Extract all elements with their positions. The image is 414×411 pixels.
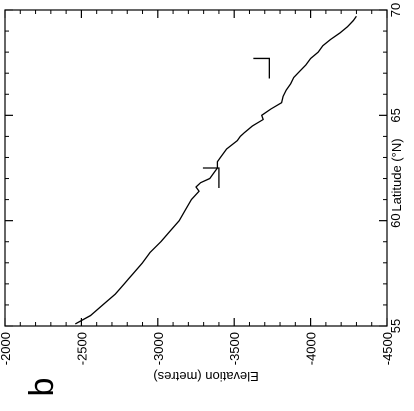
panel-label: b: [23, 378, 61, 397]
bracket-marker: [253, 57, 270, 79]
tick-labels: 55 60 65 70 -2000 -2500 -3000 -3500 -4000 -4500: [0, 3, 403, 365]
annotations: [202, 57, 270, 188]
elevation-profile-line: [74, 15, 357, 325]
elev-tick-label: -4000: [304, 332, 319, 365]
lat-tick-label: 65: [388, 108, 403, 122]
plot-frame: [4, 9, 388, 327]
elev-tick-label: -2500: [74, 332, 89, 365]
elev-tick-label: -3000: [151, 332, 166, 365]
lat-tick-label: 70: [388, 3, 403, 17]
data-series: [74, 15, 357, 325]
x-axis-label: Latitude (°N): [389, 138, 404, 211]
y-axis-label: Elevation (metres): [153, 369, 258, 384]
elev-tick-label: -3500: [227, 332, 242, 365]
bracket-marker: [202, 167, 220, 188]
lat-tick-label: 60: [388, 213, 403, 227]
elev-tick-label: -4500: [380, 332, 395, 365]
elev-tick-label: -2000: [0, 332, 13, 365]
axis-ticks: [4, 9, 388, 327]
lat-tick-label: 55: [388, 319, 403, 333]
plot-area: [4, 9, 388, 327]
